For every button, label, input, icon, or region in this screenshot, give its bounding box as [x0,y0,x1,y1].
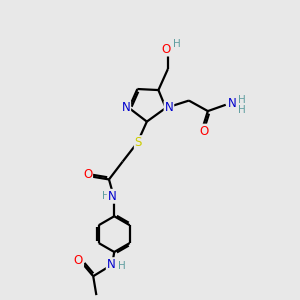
Text: H: H [238,94,246,104]
Text: O: O [83,168,92,181]
Text: N: N [228,97,236,110]
Text: S: S [135,136,142,149]
Text: H: H [238,105,246,115]
Text: N: N [108,190,116,203]
Text: N: N [165,101,173,114]
Text: O: O [199,124,208,138]
Text: H: H [102,191,110,201]
Text: H: H [118,261,125,271]
Text: N: N [122,101,130,114]
Text: O: O [161,43,170,56]
Text: H: H [173,39,181,49]
Text: O: O [74,254,83,267]
Text: N: N [107,258,116,271]
